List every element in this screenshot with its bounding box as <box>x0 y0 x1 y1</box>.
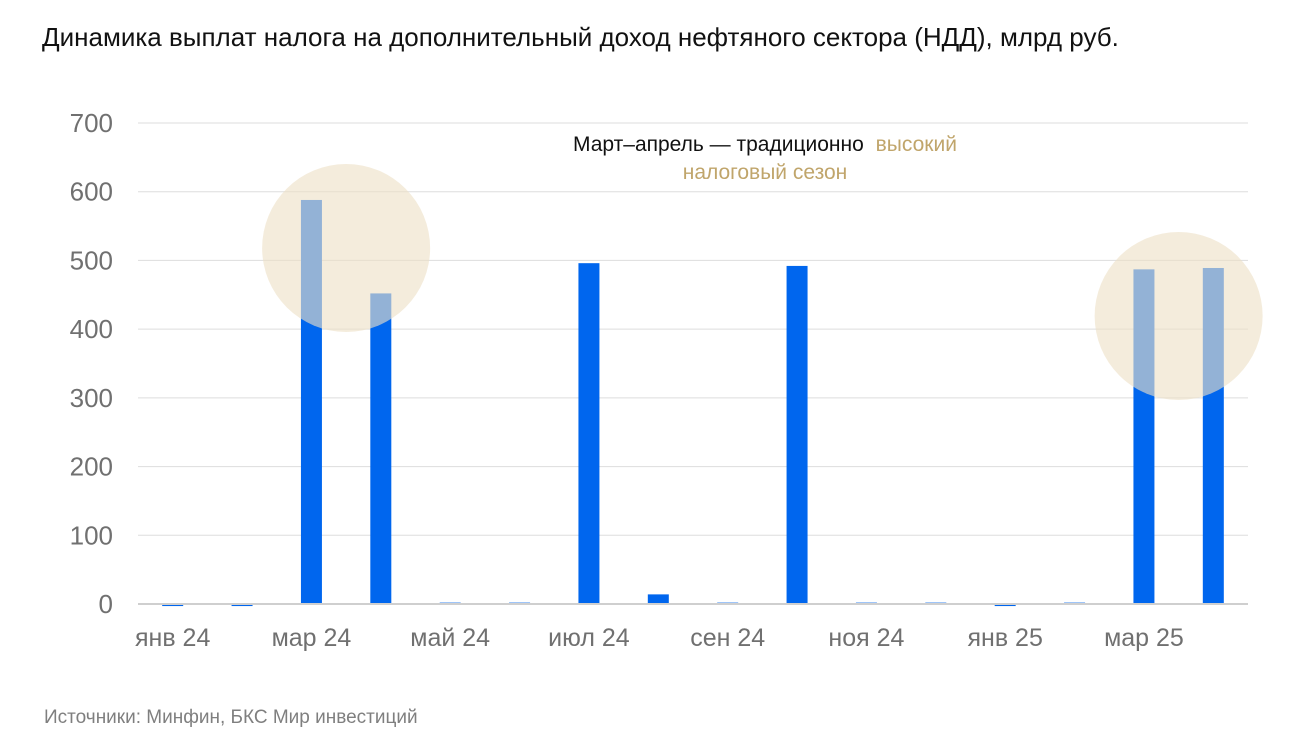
x-tick-label: июл 24 <box>548 624 630 652</box>
y-tick-label: 100 <box>70 520 113 550</box>
highlight-circle <box>1094 231 1263 400</box>
chart-title: Динамика выплат налога на дополнительный… <box>42 22 1119 52</box>
x-tick-label: май 24 <box>410 624 490 652</box>
bar-окт-24 <box>786 265 808 604</box>
x-tick-label: мар 25 <box>1104 624 1184 652</box>
y-tick-label: 700 <box>70 108 113 138</box>
x-tick-label: янв 24 <box>135 624 210 652</box>
highlight-circle <box>262 163 431 332</box>
y-tick-label: 300 <box>70 383 113 413</box>
y-tick-label: 600 <box>70 177 113 207</box>
highlight-circles <box>262 163 1263 400</box>
annotation-main-text: Март–апрель — традиционно <box>573 133 864 156</box>
y-tick-label: 500 <box>70 245 113 275</box>
bar-янв-25 <box>994 604 1016 607</box>
bar-июл-24 <box>578 263 600 604</box>
y-tick-label: 200 <box>70 452 113 482</box>
y-tick-label: 0 <box>99 589 113 619</box>
y-tick-label: 400 <box>70 314 113 344</box>
x-tick-label: сен 24 <box>690 624 765 652</box>
bar-авг-24 <box>647 594 669 604</box>
annotation-accent-text-1: высокий <box>876 133 957 156</box>
source-note: Источники: Минфин, БКС Мир инвестиций <box>44 707 418 728</box>
grid-lines <box>138 122 1248 536</box>
bar-янв-24 <box>162 604 184 607</box>
annotation-line-1: Март–апрель — традиционно высокий <box>573 133 957 156</box>
y-axis-ticks: 0 100 200 300 400 500 600 700 <box>70 108 113 619</box>
bar-апр-24 <box>370 293 392 604</box>
x-tick-label: мар 24 <box>272 624 352 652</box>
bar-фев-24 <box>231 604 253 607</box>
x-tick-label: янв 25 <box>967 624 1042 652</box>
x-axis-ticks: янв 24 мар 24 май 24 июл 24 сен 24 ноя 24 янв … <box>135 624 1184 652</box>
annotation-line-2: налоговый сезон <box>683 161 848 184</box>
x-tick-label: ноя 24 <box>828 624 904 652</box>
